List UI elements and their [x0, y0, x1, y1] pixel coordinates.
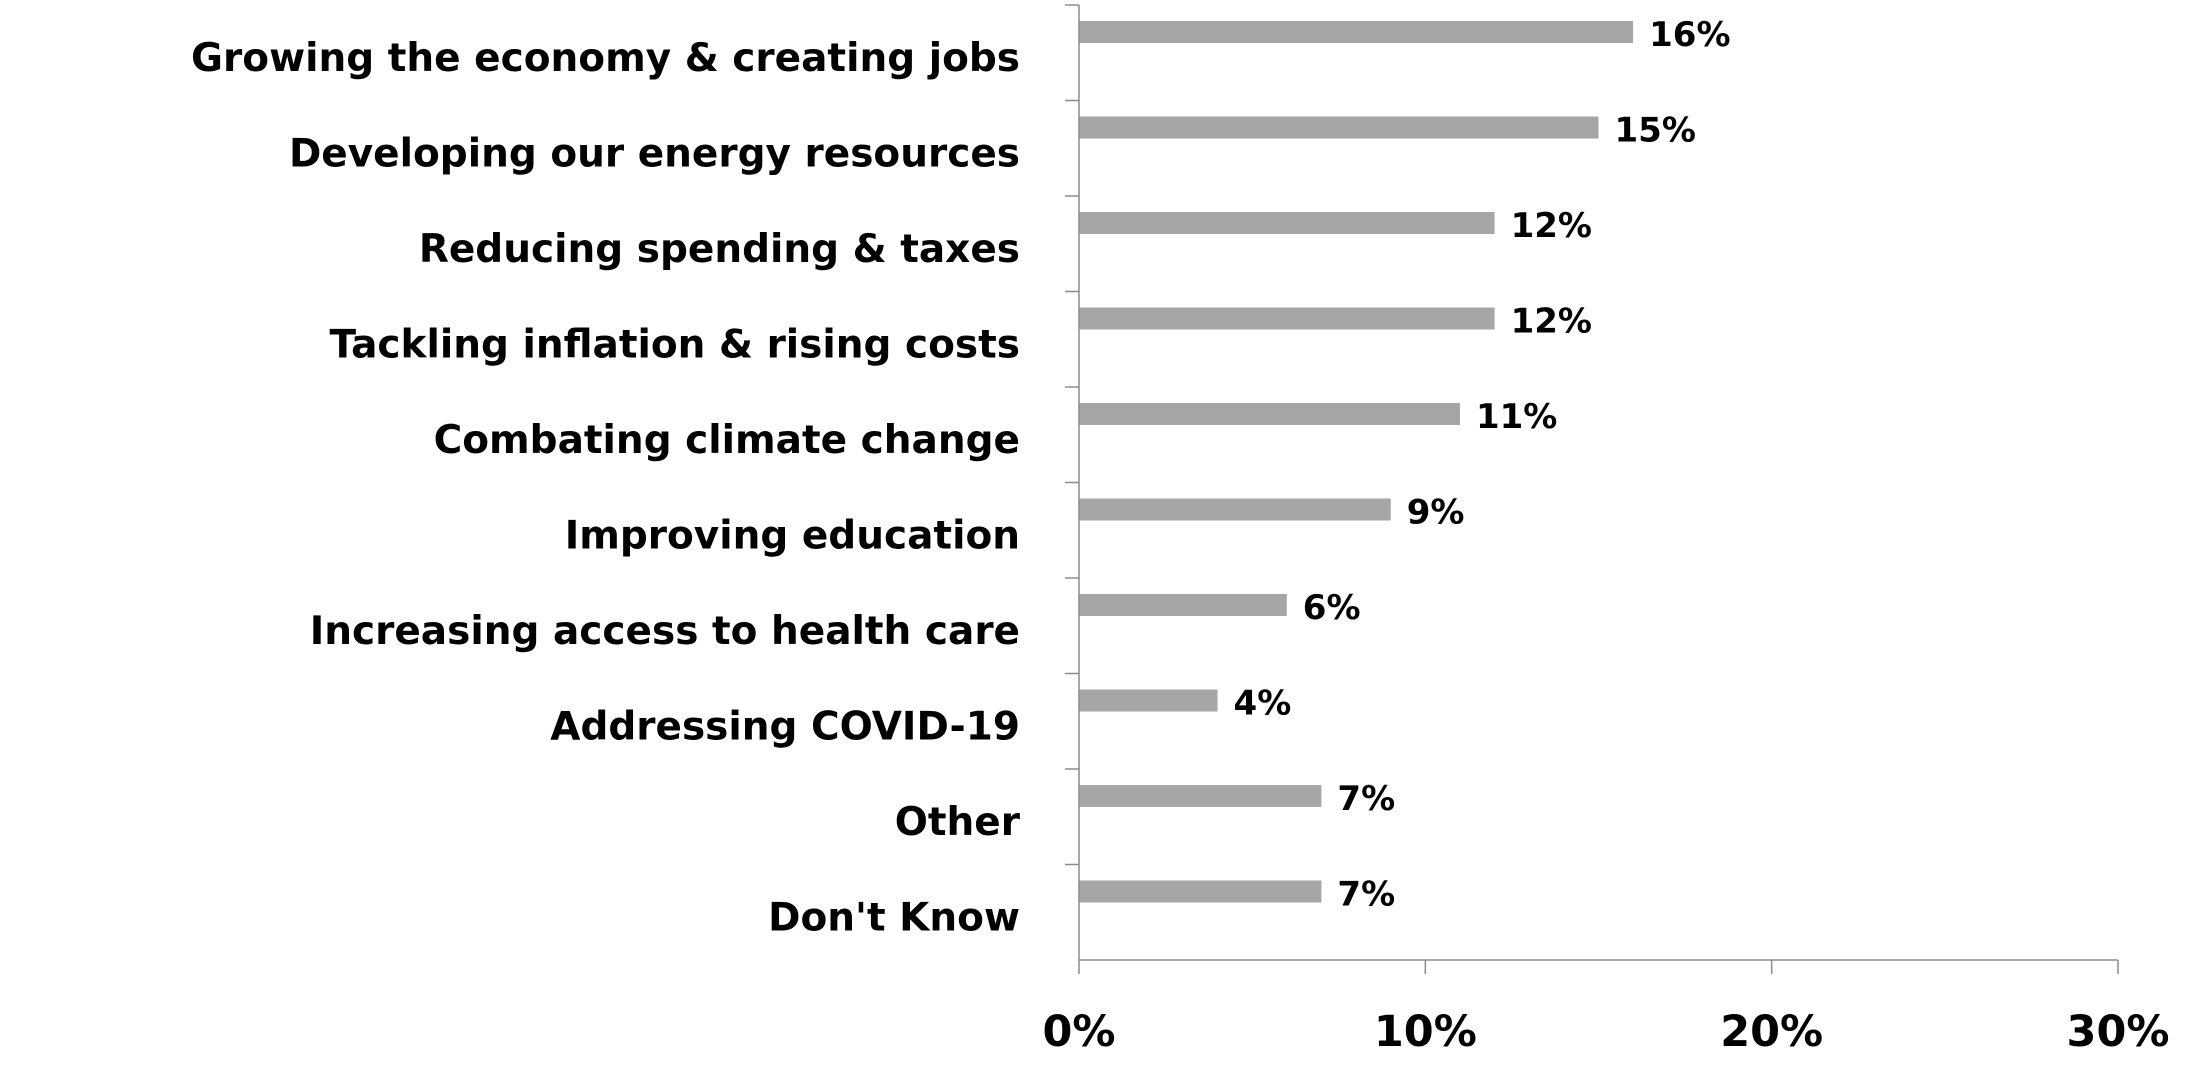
- category-label: Don't Know: [768, 896, 1020, 941]
- bar: [1079, 498, 1391, 521]
- category-label: Developing our energy resources: [289, 132, 1020, 177]
- data-label: 12%: [1511, 302, 1592, 342]
- bar: [1079, 785, 1322, 807]
- bar: [1079, 689, 1218, 712]
- category-labels: Growing the economy & creating jobs Devel…: [191, 36, 1021, 941]
- data-label: 16%: [1649, 15, 1730, 55]
- bar: [1079, 212, 1495, 234]
- category-label: Increasing access to health care: [310, 609, 1020, 654]
- axis-ticks: 0% 10% 20% 30%: [1042, 4, 2170, 1057]
- category-label: Improving education: [565, 514, 1020, 559]
- bar: [1079, 116, 1599, 139]
- category-label: Reducing spending & taxes: [419, 227, 1020, 272]
- data-label: 7%: [1337, 779, 1395, 819]
- value-labels: 16% 15% 12% 12% 11% 9% 6% 4% 7% 7%: [1234, 15, 1731, 915]
- bar: [1079, 594, 1287, 616]
- bars-group: [1079, 21, 1634, 903]
- data-label: 11%: [1476, 397, 1557, 437]
- category-label: Tackling inflation & rising costs: [330, 323, 1020, 368]
- bar: [1079, 307, 1495, 330]
- bar: [1079, 880, 1322, 903]
- data-label: 4%: [1234, 684, 1292, 724]
- category-label: Other: [895, 800, 1021, 845]
- category-label: Addressing COVID-19: [550, 705, 1020, 750]
- bar: [1079, 21, 1634, 43]
- x-tick-label: 10%: [1374, 1007, 1477, 1057]
- x-tick-label: 0%: [1042, 1007, 1115, 1057]
- axes: [1078, 5, 2118, 961]
- bar: [1079, 403, 1460, 425]
- data-label: 15%: [1615, 111, 1696, 151]
- x-tick-label: 30%: [2067, 1007, 2170, 1057]
- data-label: 7%: [1337, 875, 1395, 915]
- x-tick-label: 20%: [1720, 1007, 1823, 1057]
- category-label: Combating climate change: [434, 418, 1020, 463]
- data-label: 9%: [1407, 493, 1465, 533]
- category-label: Growing the economy & creating jobs: [191, 36, 1020, 81]
- data-label: 12%: [1511, 206, 1592, 246]
- data-label: 6%: [1303, 588, 1361, 628]
